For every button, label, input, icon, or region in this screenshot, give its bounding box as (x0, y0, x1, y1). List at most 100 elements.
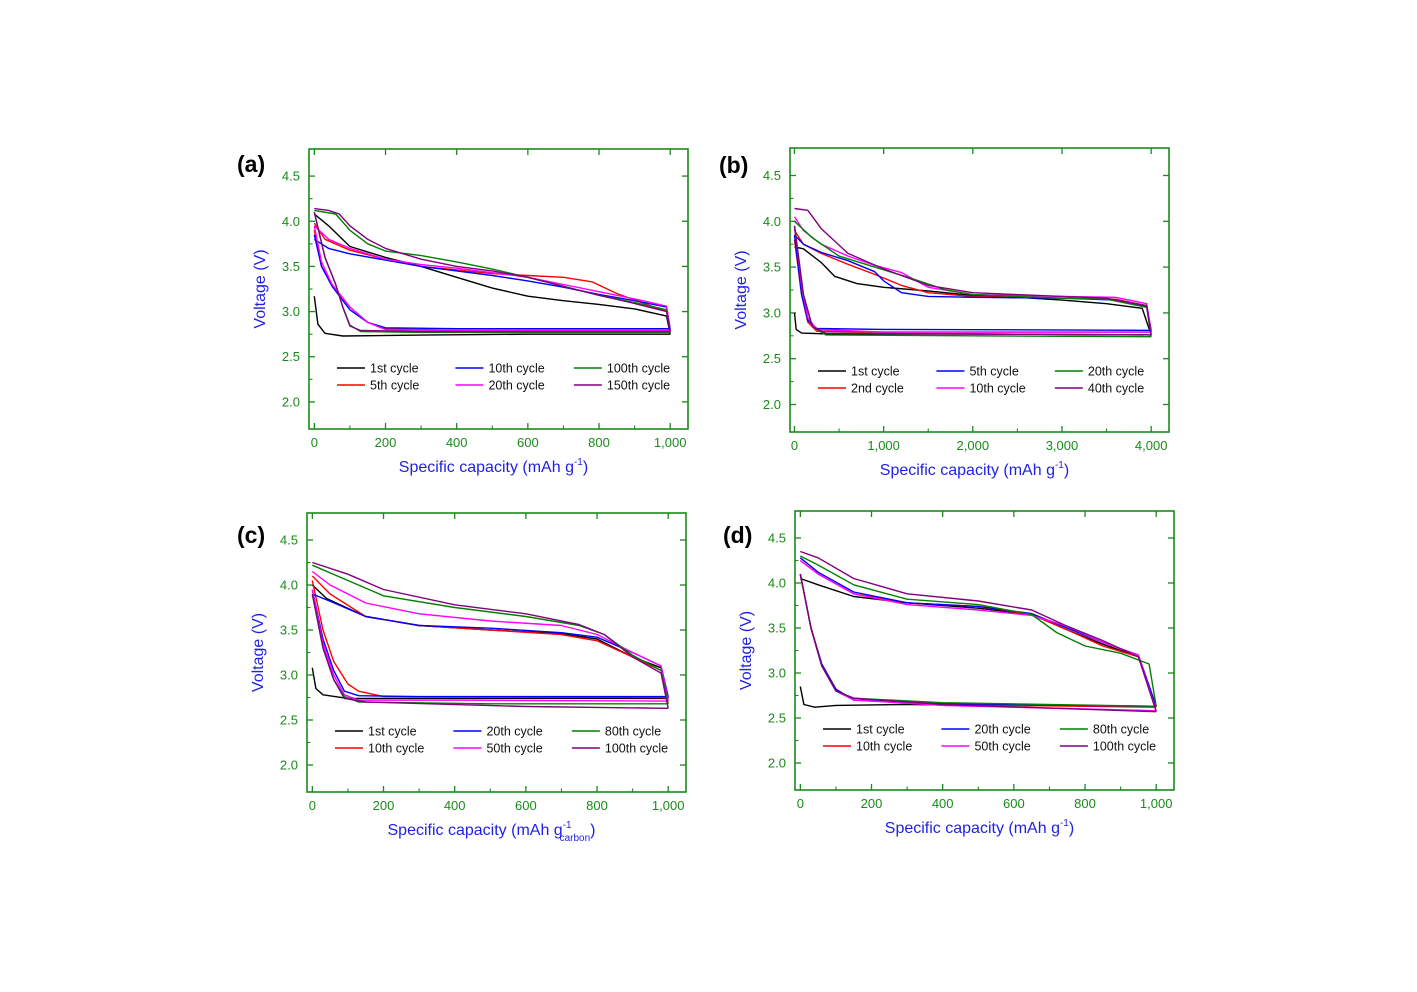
y-tick-label: 3.0 (282, 304, 300, 319)
y-tick-label: 3.0 (763, 305, 781, 320)
legend: 1st cycle 10th cycle 100th cycle 5th cycle 2… (337, 362, 670, 393)
x-tick-label: 600 (515, 798, 537, 813)
series-100th-cycle-charge-line (312, 561, 669, 709)
series-1st-cycle-discharge-line (313, 296, 671, 337)
panel-b: (b) 0 1,000 2,000 3,000 4,000 2.0 2.5 3.0 3.5 4.0 4… (719, 147, 1170, 479)
x-tick-label: 1,000 (652, 798, 685, 813)
x-tick-label: 1,000 (654, 435, 687, 450)
legend-entry-label: 1st cycle (368, 725, 417, 739)
y-tick-label: 4.5 (768, 531, 786, 546)
legend-entry-label: 1st cycle (370, 362, 419, 376)
panel-label: (b) (719, 152, 748, 178)
legend: 1st cycle 20th cycle 80th cycle 10th cycle 5… (823, 723, 1156, 754)
x-tick-label: 0 (311, 435, 318, 450)
series-20th-cycle-charge-line (799, 557, 1157, 707)
x-tick-label: 800 (586, 798, 608, 813)
legend-entry-label: 1st cycle (856, 723, 905, 737)
series-5th-cycle-charge-line (793, 234, 1152, 331)
x-tick-label: 400 (444, 798, 466, 813)
y-axis-title: Voltage (V) (252, 249, 269, 328)
x-axis-title: Specific capacity (mAh g-1 carbon) (388, 820, 596, 844)
series-1st-cycle-charge-line (794, 246, 1152, 336)
legend-entry-label: 10th cycle (368, 742, 424, 756)
series-20th-cycle-charge-line (313, 225, 671, 331)
legend-entry-label: 80th cycle (1093, 723, 1149, 737)
y-tick-label: 3.0 (768, 666, 786, 681)
panel-label: (a) (237, 151, 265, 177)
panel-label: (d) (723, 522, 752, 548)
y-axis-title: Voltage (V) (738, 611, 755, 690)
y-axis-title: Voltage (V) (250, 613, 267, 692)
x-tick-label: 200 (375, 435, 397, 450)
series-20th-cycle-charge-line (794, 220, 1152, 337)
legend-entry-label: 100th cycle (607, 362, 670, 376)
x-tick-label: 600 (1003, 796, 1025, 811)
legend-entry-label: 20th cycle (974, 723, 1030, 737)
panel-label: (c) (237, 522, 265, 548)
x-tick-label: 800 (588, 435, 610, 450)
y-tick-label: 2.5 (768, 711, 786, 726)
legend: 1st cycle 5th cycle 20th cycle 2nd cycle 10t… (818, 365, 1144, 396)
x-tick-label: 4,000 (1135, 438, 1168, 453)
legend-entry-label: 80th cycle (605, 725, 661, 739)
y-tick-label: 4.0 (280, 578, 298, 593)
y-tick-label: 3.5 (768, 621, 786, 636)
series-40th-cycle-charge-line (794, 207, 1152, 336)
legend-entry-label: 5th cycle (969, 365, 1018, 379)
x-tick-label: 0 (797, 796, 804, 811)
x-tick-label: 400 (932, 796, 954, 811)
x-tick-label: 400 (446, 435, 468, 450)
x-tick-label: 0 (309, 798, 316, 813)
x-tick-label: 3,000 (1046, 438, 1079, 453)
y-tick-label: 4.5 (763, 168, 781, 183)
y-tick-label: 4.5 (282, 169, 300, 184)
series-10th-cycle-charge-line (313, 238, 671, 329)
series-10th-cycle-discharge-line (313, 234, 671, 330)
y-tick-label: 4.5 (280, 533, 298, 548)
series-5th-cycle-discharge-line (793, 234, 1152, 331)
series-150th-cycle-discharge-line (313, 212, 671, 333)
x-tick-label: 0 (791, 438, 798, 453)
legend-entry-label: 100th cycle (1093, 740, 1156, 754)
x-axis-title: Specific capacity (mAh g-1) (885, 818, 1074, 837)
y-axis-title: Voltage (V) (733, 250, 750, 329)
y-tick-label: 2.5 (282, 349, 300, 364)
x-tick-label: 600 (517, 435, 539, 450)
panel-a: (a) 0 200 400 600 800 1,000 2.0 2.5 3.0 3.5 4.0 4.5 V… (237, 148, 689, 476)
x-tick-label: 2,000 (957, 438, 990, 453)
series-50th-cycle-charge-line (799, 559, 1157, 712)
series-1st-cycle-discharge-line (311, 667, 669, 700)
series-100th-cycle-charge-line (314, 209, 671, 333)
series-lines (799, 550, 1157, 713)
legend-entry-label: 2nd cycle (851, 382, 904, 396)
series-80th-cycle-charge-line (312, 564, 669, 704)
legend-entry-label: 20th cycle (1088, 365, 1144, 379)
series-lines (313, 207, 671, 337)
series-50th-cycle-charge-line (311, 570, 669, 702)
x-axis-title: Specific capacity (mAh g-1) (880, 460, 1069, 479)
y-tick-label: 2.0 (280, 758, 298, 773)
y-tick-label: 3.5 (282, 259, 300, 274)
legend-entry-label: 5th cycle (370, 379, 419, 393)
x-tick-label: 200 (861, 796, 883, 811)
legend-entry-label: 20th cycle (486, 725, 542, 739)
legend-entry-label: 10th cycle (488, 362, 544, 376)
series-100th-cycle-discharge-line (311, 593, 669, 709)
x-axis-title: Specific capacity (mAh g-1) (399, 457, 588, 476)
y-tick-label: 4.0 (768, 576, 786, 591)
panel-c: (c) 0 200 400 600 800 1,000 2.0 2.5 3.0 3.5 4.0 4.5 V… (237, 512, 687, 844)
y-tick-label: 3.0 (280, 668, 298, 683)
legend-entry-label: 50th cycle (486, 742, 542, 756)
x-tick-label: 1,000 (867, 438, 900, 453)
y-tick-label: 3.5 (280, 623, 298, 638)
x-tick-label: 1,000 (1140, 796, 1173, 811)
series-lines (793, 207, 1152, 338)
y-tick-label: 4.0 (763, 214, 781, 229)
y-tick-label: 2.0 (768, 756, 786, 771)
legend-entry-label: 10th cycle (856, 740, 912, 754)
series-100th-cycle-discharge-line (799, 573, 1157, 713)
series-150th-cycle-charge-line (314, 207, 671, 332)
x-tick-label: 800 (1074, 796, 1096, 811)
y-tick-label: 3.5 (763, 260, 781, 275)
